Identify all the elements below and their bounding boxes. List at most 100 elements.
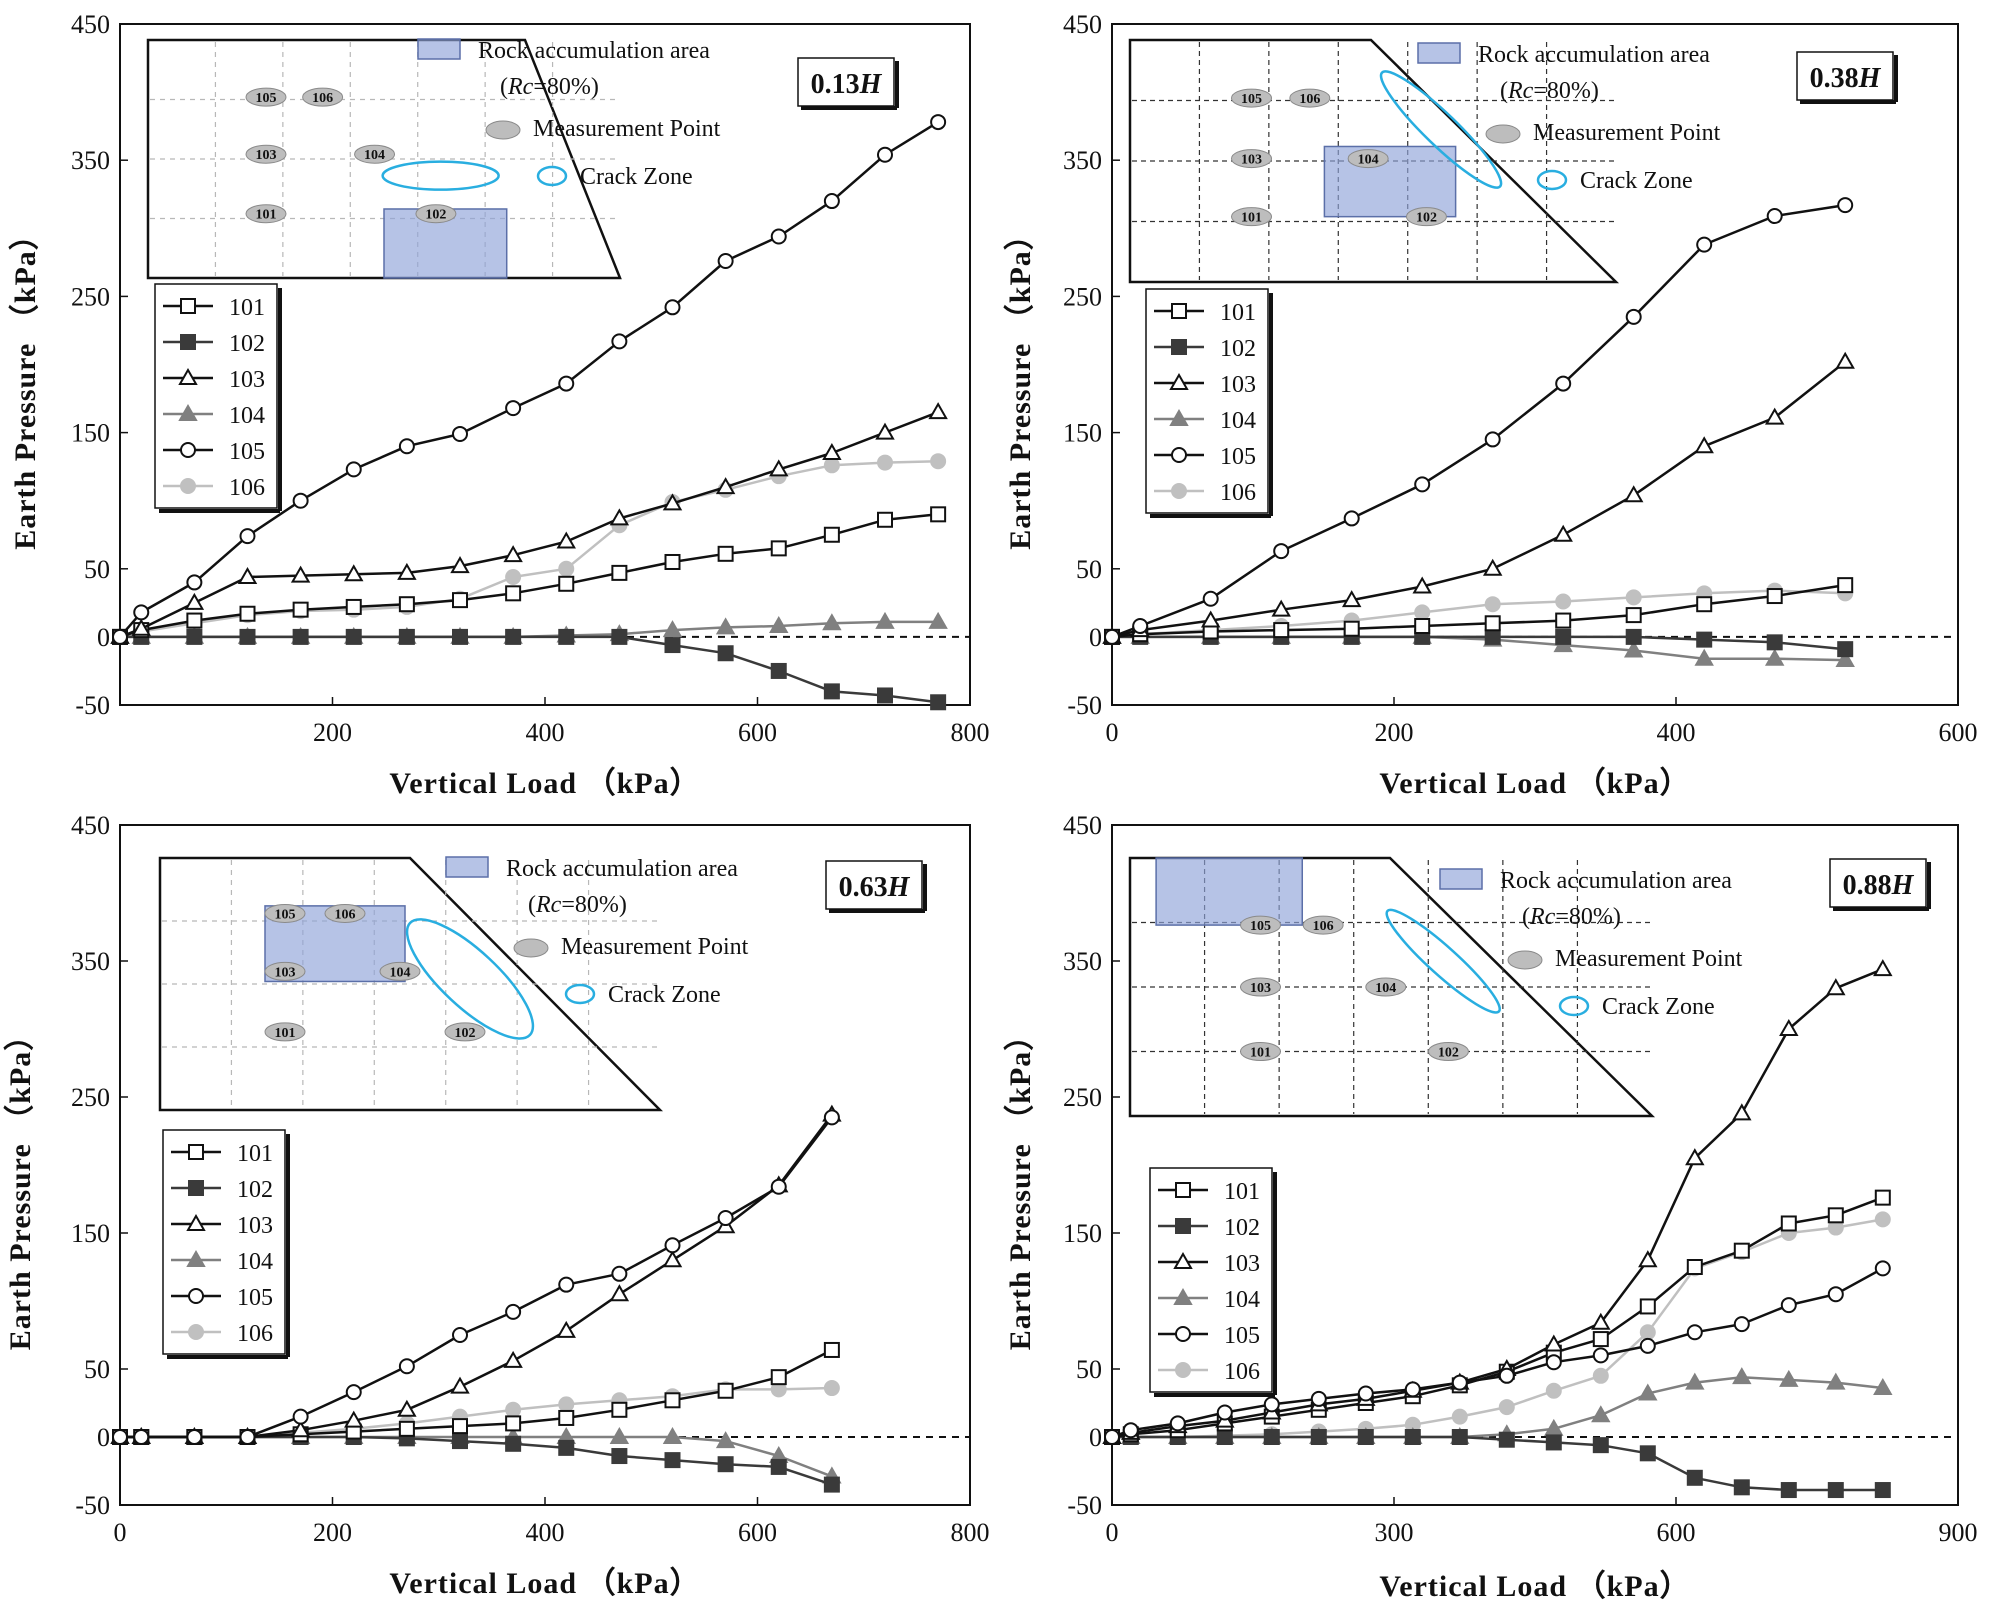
- data-point-103: [1482, 558, 1503, 576]
- series-legend-box: [1149, 1167, 1273, 1393]
- legend-label-102: 102: [1224, 1215, 1260, 1241]
- legend-label-103: 103: [229, 367, 265, 393]
- data-point-104: [1764, 648, 1785, 666]
- data-point-104: [1591, 1405, 1611, 1423]
- measurement-point-104: [379, 961, 421, 981]
- data-point-106: [1592, 1367, 1609, 1384]
- data-point-105: [345, 1384, 362, 1401]
- legend-measurement-swatch: [513, 938, 549, 958]
- legend-marker-103: [1173, 1251, 1193, 1269]
- series-legend: 101 102 103 104 105 106: [1149, 1167, 1277, 1397]
- legend-label-101: 101: [229, 295, 265, 321]
- measurement-point-label-103: 103: [1241, 153, 1262, 168]
- inset-diagram-top-right: 105 106 103 104 101 102 Rock accumulation area…: [1128, 38, 1721, 284]
- rc-suffix: =80%): [561, 892, 627, 918]
- x-tick-label: 300: [1375, 1518, 1414, 1547]
- legend-marker-102: [180, 334, 196, 350]
- legend-label-101: 101: [1224, 1179, 1260, 1205]
- measurement-point-label-102: 102: [455, 1026, 476, 1041]
- x-tick-label: 800: [951, 1518, 990, 1547]
- series-105: [1104, 1260, 1891, 1445]
- data-point-101: [1733, 1242, 1750, 1259]
- data-point-105: [1686, 1324, 1703, 1341]
- data-point-101: [1639, 1298, 1656, 1315]
- x-tick-label: 0: [1106, 718, 1119, 747]
- measurement-point-101: [264, 1022, 306, 1042]
- measurement-point-105: [1240, 915, 1281, 935]
- data-point-105: [611, 333, 628, 350]
- data-point-101: [239, 605, 256, 622]
- measurement-point-101: [1231, 207, 1272, 227]
- crack-zone-ellipse: [1379, 70, 1503, 189]
- series-102: [112, 628, 947, 711]
- badge-box: [1829, 858, 1927, 908]
- measurement-point-106: [302, 87, 344, 107]
- data-point-105: [186, 574, 203, 591]
- x-axis-title: Vertical Load （kPa）: [1379, 1569, 1690, 1603]
- measurement-point-105: [1231, 88, 1272, 108]
- rc-italic: Rc: [1507, 78, 1534, 104]
- data-point-104: [928, 611, 948, 629]
- measurement-point-label-104: 104: [1358, 153, 1379, 168]
- rc-suffix: =80%): [1533, 78, 1599, 104]
- height-badge: 0.38H: [1796, 51, 1898, 104]
- badge-label: 0.88H: [1843, 870, 1915, 901]
- badge-label: 0.38H: [1810, 63, 1882, 94]
- data-point-102: [717, 1456, 734, 1473]
- legend-marker-106: [180, 478, 196, 494]
- rc-italic: Rc: [507, 74, 534, 100]
- measurement-point-label-101: 101: [1241, 211, 1262, 226]
- measurement-point-104: [354, 144, 396, 164]
- data-point-102: [611, 1448, 628, 1465]
- data-point-101: [1827, 1207, 1844, 1224]
- data-point-102: [1592, 1437, 1609, 1454]
- x-axis-title: Vertical Load （kPa）: [1379, 766, 1690, 800]
- data-point-105: [1451, 1374, 1468, 1391]
- badge-italic: H: [859, 69, 883, 100]
- height-badge: 0.63H: [825, 860, 927, 913]
- data-point-104: [1638, 1383, 1658, 1401]
- badge-value: 0.63: [839, 872, 888, 903]
- y-tick-label: 150: [1063, 419, 1102, 448]
- series-line-105: [1111, 203, 1846, 639]
- data-point-106: [558, 1396, 575, 1413]
- data-point-106: [1545, 1382, 1562, 1399]
- rc-prefix: (: [1522, 904, 1530, 930]
- data-point-103: [503, 545, 523, 563]
- measurement-point-104: [1347, 149, 1389, 169]
- data-point-105: [1766, 208, 1783, 225]
- data-point-105: [398, 1358, 415, 1375]
- legend-rock-label: Rock accumulation area: [1500, 868, 1732, 894]
- data-point-103: [928, 402, 948, 420]
- data-point-101: [877, 511, 893, 528]
- badge-label: 0.63H: [839, 872, 911, 903]
- data-point-102: [1357, 1429, 1374, 1445]
- data-point-105: [1122, 1422, 1139, 1439]
- series-105: [112, 1109, 840, 1445]
- measurement-point-label-103: 103: [1250, 981, 1271, 996]
- data-point-103: [556, 1320, 576, 1338]
- legend-rc-label: (Rc=80%): [1500, 78, 1599, 104]
- data-point-103: [556, 531, 576, 549]
- data-point-101: [292, 601, 309, 618]
- y-tick-label: 0: [1089, 1423, 1102, 1452]
- data-point-102: [1484, 628, 1501, 645]
- chart-panel-top-left: 450 350 250 150 50 0 -50 200 400 600 800 Vertical L…: [8, 10, 990, 800]
- data-point-102: [770, 662, 787, 679]
- data-point-103: [1271, 599, 1291, 617]
- data-point-104: [1694, 648, 1714, 666]
- rc-italic: Rc: [1529, 904, 1556, 930]
- series-102: [1104, 1429, 1891, 1499]
- data-point-105: [1780, 1297, 1797, 1314]
- data-point-105: [1104, 1429, 1120, 1445]
- measurement-point-label-103: 103: [256, 148, 277, 163]
- data-point-102: [558, 628, 575, 645]
- data-point-105: [664, 299, 681, 316]
- measurement-point-label-102: 102: [425, 208, 446, 223]
- data-point-106: [1874, 1211, 1891, 1228]
- series-line-103: [1111, 968, 1884, 1439]
- legend-marker-101: [180, 298, 196, 314]
- data-point-105: [1498, 1367, 1515, 1384]
- measurement-point-102: [1405, 207, 1447, 227]
